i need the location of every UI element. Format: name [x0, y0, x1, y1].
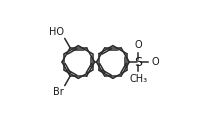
Text: S: S: [134, 56, 142, 68]
Text: O: O: [135, 40, 142, 50]
Text: CH₃: CH₃: [129, 74, 147, 84]
Text: Br: Br: [53, 87, 64, 97]
Text: O: O: [151, 57, 159, 67]
Text: HO: HO: [49, 27, 64, 37]
